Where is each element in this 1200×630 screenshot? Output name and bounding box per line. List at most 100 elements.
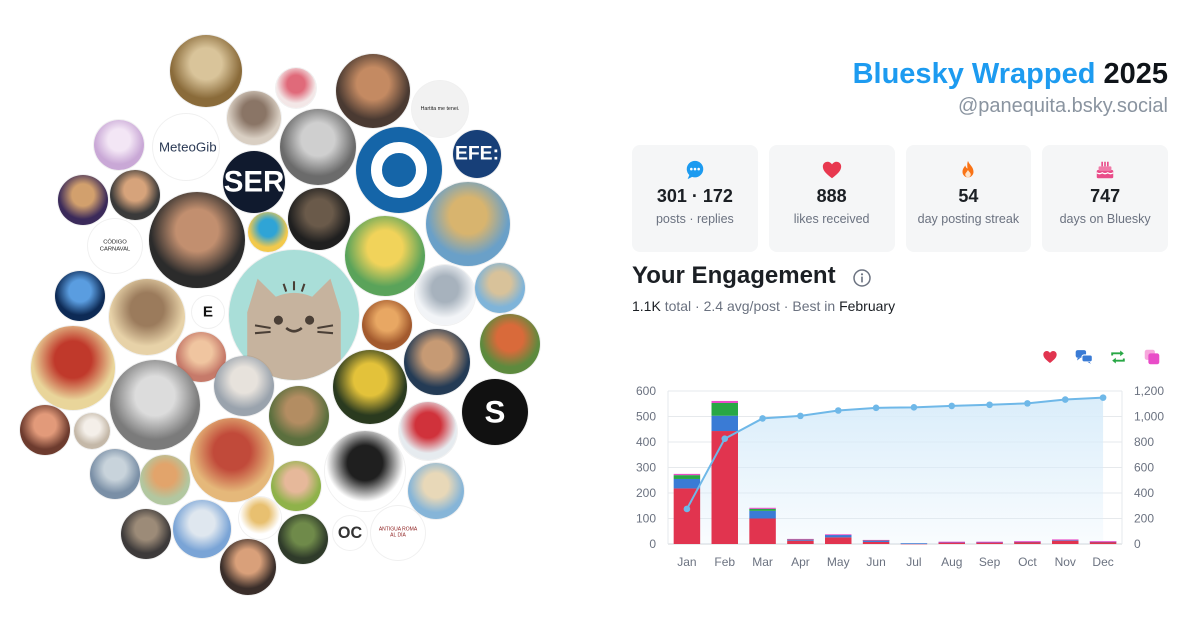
bar-segment [787, 539, 814, 541]
legend-replies[interactable] [1074, 347, 1094, 367]
legend-reposts[interactable] [1108, 347, 1128, 367]
legend-likes[interactable] [1040, 347, 1060, 367]
x-tick-label: Aug [941, 555, 962, 569]
follower-avatar[interactable] [480, 314, 540, 374]
follower-avatar[interactable]: EFE: [453, 130, 501, 178]
follower-avatar[interactable] [121, 509, 171, 559]
follower-avatar[interactable] [415, 265, 475, 325]
bar-segment [711, 415, 738, 432]
follower-avatar[interactable]: CÓDIGO CARNAVAL [88, 219, 142, 273]
follower-avatar[interactable]: MeteoGib [153, 114, 219, 180]
y-tick-label: 500 [636, 410, 656, 424]
engagement-total-value: 1.1K [632, 298, 661, 314]
bar-segment [749, 518, 776, 544]
cake-icon [1096, 161, 1114, 179]
avatar-label: OC [337, 523, 363, 542]
follower-avatar[interactable]: OC [333, 516, 367, 550]
bar-segment [938, 542, 965, 544]
follower-avatar[interactable] [170, 35, 242, 107]
x-tick-label: Apr [791, 555, 810, 569]
bar-segment [749, 510, 776, 519]
follower-avatar[interactable] [271, 461, 321, 511]
y2-tick-label: 200 [1134, 512, 1154, 526]
follower-avatar[interactable] [404, 329, 470, 395]
follower-avatar[interactable] [475, 263, 525, 313]
follower-avatar[interactable] [149, 192, 245, 288]
follower-avatar[interactable] [362, 300, 412, 350]
cumulative-point [721, 435, 729, 442]
follower-avatar[interactable] [325, 431, 405, 511]
bar-segment [711, 431, 738, 544]
engagement-total-word: total [664, 298, 692, 314]
cumulative-area [686, 397, 1104, 544]
follower-avatar[interactable] [345, 216, 425, 296]
stat-label: day posting streak [917, 212, 1020, 226]
bar-segment [749, 507, 776, 509]
stat-value: 888 [816, 186, 847, 206]
cat-face-icon [247, 278, 341, 380]
follower-avatar[interactable] [110, 360, 200, 450]
stat-card-streak: 54 day posting streak [905, 145, 1032, 252]
cumulative-point [872, 404, 880, 412]
follower-avatar[interactable] [426, 182, 510, 266]
follower-avatar[interactable] [90, 449, 140, 499]
follower-avatar[interactable] [20, 405, 70, 455]
follower-avatar[interactable] [399, 402, 457, 460]
x-tick-label: Sep [979, 555, 1001, 569]
bar-segment [711, 400, 738, 403]
follower-avatar[interactable] [190, 418, 274, 502]
y2-tick-label: 400 [1134, 486, 1154, 500]
cumulative-point [948, 402, 956, 410]
y-tick-label: 400 [636, 435, 656, 449]
follower-avatar[interactable] [55, 271, 105, 321]
cumulative-point [1061, 396, 1069, 403]
legend-quotes[interactable] [1142, 347, 1162, 367]
bar-segment [749, 508, 776, 511]
follower-avatar[interactable] [173, 500, 231, 558]
follower-avatar[interactable] [94, 120, 144, 170]
follower-avatar[interactable] [140, 455, 190, 505]
bar-segment [1014, 541, 1041, 542]
follower-avatar[interactable] [276, 68, 316, 108]
info-icon[interactable] [852, 268, 872, 288]
heart-icon [1043, 351, 1057, 363]
y-tick-label: 600 [636, 384, 656, 398]
follower-avatar[interactable]: ANTIGUA ROMA AL DÍA [371, 506, 425, 560]
follower-avatar[interactable] [74, 413, 110, 449]
bar-segment [673, 473, 701, 476]
cumulative-line [686, 396, 1104, 510]
follower-avatar[interactable] [280, 109, 356, 185]
avatar-label: E [202, 303, 214, 321]
follower-avatar[interactable]: S [462, 379, 528, 445]
stat-label: posts · replies [655, 212, 734, 226]
follower-avatar[interactable] [109, 279, 185, 355]
follower-avatar[interactable] [110, 170, 160, 220]
avatar-label: SER [223, 165, 285, 199]
x-tick-label: Jul [906, 555, 921, 569]
follower-avatar[interactable]: SER [223, 151, 285, 213]
follower-avatar[interactable]: Hartita me tenei. [412, 81, 468, 137]
stat-value: 54 [958, 186, 979, 206]
stat-label: likes received [793, 212, 870, 226]
follower-avatar[interactable] [58, 175, 108, 225]
engagement-best-prefix: Best in [792, 298, 836, 314]
follower-avatar[interactable] [356, 127, 442, 213]
bar-segment [825, 534, 852, 538]
bar-segment [673, 475, 701, 479]
follower-avatar[interactable] [269, 386, 329, 446]
follower-avatar[interactable] [288, 188, 350, 250]
follower-avatar[interactable] [336, 54, 410, 128]
follower-avatar[interactable]: E [192, 296, 224, 328]
follower-avatar[interactable] [220, 539, 276, 595]
bar-segment [862, 539, 890, 541]
follower-avatar[interactable] [227, 91, 281, 145]
follower-avatar[interactable] [333, 350, 407, 424]
follower-avatar[interactable] [408, 463, 464, 519]
follower-avatar[interactable] [214, 356, 274, 416]
cumulative-point [683, 505, 691, 513]
follower-avatar[interactable] [248, 212, 288, 252]
follower-avatar[interactable] [278, 514, 328, 564]
follower-avatar[interactable] [31, 326, 115, 410]
cumulative-point [834, 407, 842, 414]
follower-avatar[interactable] [239, 497, 281, 539]
